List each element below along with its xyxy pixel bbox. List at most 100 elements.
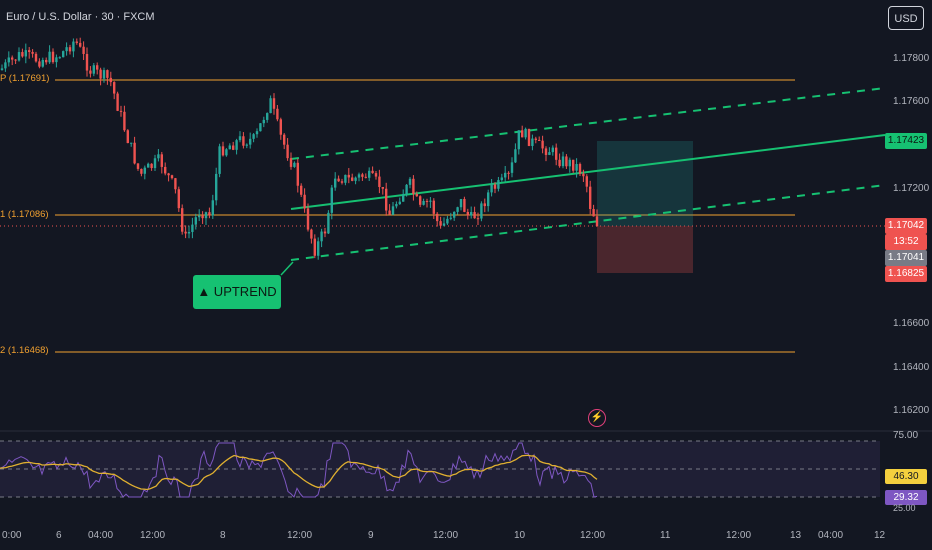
candle-body [279,119,282,135]
candle-body [106,70,109,78]
candle-body [446,218,449,224]
candle-body [14,59,17,61]
candle-body [218,146,221,174]
rsi-upper-band-label: 75.00 [893,430,919,441]
candle-body [211,200,214,216]
candle-body [276,108,279,120]
candle-body [422,200,425,205]
candle-body [62,51,65,58]
candle-body [398,201,401,205]
candle-body [548,152,551,155]
candle-body [439,221,442,226]
uptrend-callout[interactable]: ▲ UPTREND [193,275,281,309]
candle-body [391,206,395,215]
candle-body [476,218,480,220]
candle-body [48,51,51,63]
candle-body [585,176,588,187]
candle-body [21,52,24,57]
candle-body [334,178,337,188]
candle-body [415,193,418,197]
candle-body [157,154,160,159]
candle-body [38,61,41,67]
candle-body [551,147,554,153]
candle-body [225,149,228,156]
candle-body [395,204,398,207]
candle-body [436,213,439,222]
candle-body [215,173,218,201]
candle-body [0,68,4,70]
candle-body [524,128,527,138]
candle-body [480,203,483,219]
candle-body [514,149,517,163]
candle-body [374,173,378,177]
symbol-title[interactable]: Euro / U.S. Dollar · 30 · FXCM [6,11,155,23]
candle-body [592,208,595,217]
candle-body [45,59,48,63]
time-axis-label: 0:00 [2,530,22,541]
time-axis-label: 12:00 [580,530,606,541]
candle-body [51,51,55,63]
candle-body [167,173,170,176]
channel-mid-line [290,134,886,210]
candle-body [405,184,408,195]
candle-body [565,156,568,167]
candle-body [187,231,191,234]
candle-body [595,216,599,227]
candle-body [419,196,422,205]
time-axis-label: 10 [514,530,526,541]
candle-body [242,136,245,146]
time-axis-label: 12:00 [140,530,166,541]
candle-body [79,42,82,47]
candle-body [269,98,272,114]
currency-button[interactable]: USD [888,6,924,30]
candle-body [310,229,313,239]
candle-body [143,167,146,174]
candle-body [388,210,391,215]
candle-body [357,174,361,178]
rsi-ma-value-tag: 46.30 [885,469,927,484]
candle-body [232,145,235,150]
price-axis-label: 1.16600 [893,318,930,329]
candle-body [449,217,452,219]
candle-body [153,158,157,169]
candle-body [41,59,44,67]
candle-body [4,62,7,69]
candle-body [381,186,384,189]
candle-body [34,53,38,62]
candle-body [572,159,575,171]
candle-body [147,163,150,168]
candle-body [531,138,534,146]
uptrend-pointer [280,261,294,276]
rsi-line [0,442,598,498]
candle-body [473,212,476,219]
candle-body [459,198,463,208]
candle-body [337,178,340,182]
candle-body [99,69,102,79]
candle-body [89,70,92,74]
level-2-label: 2 (1.16468) [0,345,49,356]
candle-body [194,217,197,225]
lightning-icon[interactable]: ⚡ [588,409,606,427]
current-price-tag: 1.17042 [885,218,927,234]
candle-body [575,164,578,171]
candle-body [252,134,255,139]
candle-body [497,180,500,189]
candle-body [255,131,259,135]
candle-body [453,211,456,218]
candle-body [140,168,143,174]
price-axis-label: 1.16400 [893,362,930,373]
candle-body [177,189,180,209]
candle-body [72,41,75,52]
stop-zone [597,226,693,273]
candle-body [313,238,316,256]
candle-body [133,142,136,164]
candle-body [82,46,85,54]
candle-body [262,119,265,124]
candle-body [330,187,333,213]
time-axis-label: 9 [368,530,374,541]
candle-body [272,98,276,109]
price-axis-label: 1.17800 [893,53,930,64]
candle-body [361,174,364,177]
candle-body [408,178,412,185]
